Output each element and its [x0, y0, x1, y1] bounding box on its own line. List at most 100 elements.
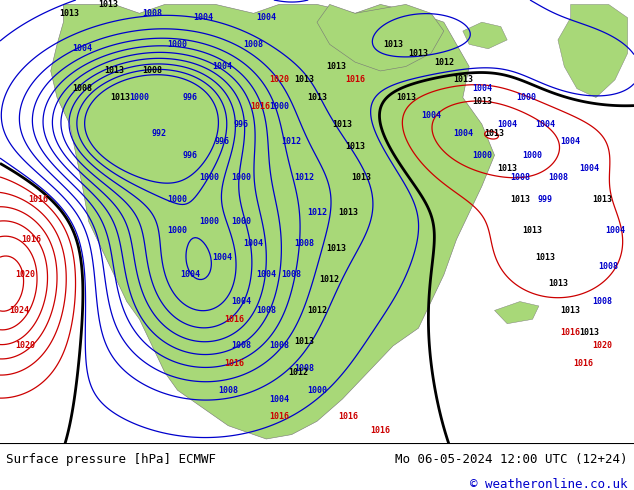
- Text: 1013: 1013: [351, 173, 372, 182]
- Text: 1013: 1013: [326, 244, 346, 253]
- Text: 1008: 1008: [510, 173, 530, 182]
- Text: 1013: 1013: [326, 62, 346, 71]
- Text: 1013: 1013: [535, 253, 555, 262]
- Text: 996: 996: [183, 151, 198, 160]
- Text: 1000: 1000: [167, 40, 188, 49]
- Text: 1004: 1004: [193, 13, 213, 22]
- Text: 1016: 1016: [28, 195, 48, 204]
- Text: 1016: 1016: [345, 75, 365, 84]
- Text: 996: 996: [183, 93, 198, 102]
- Text: 1012: 1012: [434, 58, 454, 67]
- Text: 1013: 1013: [592, 195, 612, 204]
- Text: 1020: 1020: [15, 270, 36, 279]
- Text: 1004: 1004: [256, 270, 276, 279]
- Text: 1013: 1013: [579, 328, 600, 337]
- Text: 1008: 1008: [294, 240, 314, 248]
- Text: 1004: 1004: [472, 84, 492, 93]
- Text: 1013: 1013: [383, 40, 403, 49]
- Text: 1004: 1004: [231, 297, 251, 306]
- Text: 1000: 1000: [307, 386, 327, 395]
- Text: 1020: 1020: [269, 75, 289, 84]
- Text: 1004: 1004: [421, 111, 441, 120]
- Text: 1000: 1000: [516, 93, 536, 102]
- Text: 1013: 1013: [548, 279, 568, 288]
- Text: 1000: 1000: [167, 195, 188, 204]
- Text: 1008: 1008: [142, 67, 162, 75]
- Text: 1013: 1013: [522, 226, 543, 235]
- Text: 1004: 1004: [256, 13, 276, 22]
- Text: 1008: 1008: [269, 342, 289, 350]
- Text: 996: 996: [233, 120, 249, 129]
- Text: 1008: 1008: [598, 262, 619, 270]
- Text: 1000: 1000: [199, 217, 219, 226]
- Text: 1008: 1008: [72, 84, 93, 93]
- Text: Surface pressure [hPa] ECMWF: Surface pressure [hPa] ECMWF: [6, 453, 216, 466]
- Text: 1012: 1012: [320, 275, 340, 284]
- Text: 1013: 1013: [98, 0, 118, 9]
- Text: 1013: 1013: [332, 120, 353, 129]
- Polygon shape: [495, 301, 539, 324]
- Text: 999: 999: [538, 195, 553, 204]
- Text: 1016: 1016: [560, 328, 581, 337]
- Text: 992: 992: [151, 128, 166, 138]
- Text: 1012: 1012: [281, 137, 302, 147]
- Text: 1013: 1013: [453, 75, 473, 84]
- Text: 1004: 1004: [212, 253, 232, 262]
- Text: © weatheronline.co.uk: © weatheronline.co.uk: [470, 478, 628, 490]
- Polygon shape: [558, 4, 628, 98]
- Text: 1013: 1013: [294, 75, 314, 84]
- Text: 1008: 1008: [231, 342, 251, 350]
- Polygon shape: [51, 4, 495, 439]
- Text: 1012: 1012: [307, 306, 327, 315]
- Text: 1012: 1012: [288, 368, 308, 377]
- Text: 1013: 1013: [408, 49, 429, 58]
- Text: 1013: 1013: [294, 337, 314, 346]
- Text: 1013: 1013: [510, 195, 530, 204]
- Text: 1016: 1016: [339, 413, 359, 421]
- Text: 1016: 1016: [224, 315, 245, 324]
- Text: 1016: 1016: [250, 102, 270, 111]
- Polygon shape: [317, 4, 444, 71]
- Text: 1008: 1008: [218, 386, 238, 395]
- Text: 1004: 1004: [72, 44, 93, 53]
- Text: 1013: 1013: [110, 93, 131, 102]
- Text: 1000: 1000: [129, 93, 150, 102]
- Text: 1016: 1016: [224, 359, 245, 368]
- Text: 1008: 1008: [281, 270, 302, 279]
- Text: 1013: 1013: [472, 98, 492, 106]
- Text: 1016: 1016: [370, 426, 391, 435]
- Text: 1008: 1008: [548, 173, 568, 182]
- Text: 1000: 1000: [269, 102, 289, 111]
- Text: 1013: 1013: [104, 67, 124, 75]
- Text: 996: 996: [214, 137, 230, 147]
- Text: 1008: 1008: [243, 40, 264, 49]
- Text: 1008: 1008: [592, 297, 612, 306]
- Text: 1013: 1013: [345, 142, 365, 151]
- Text: 1004: 1004: [579, 164, 600, 173]
- Text: 1013: 1013: [396, 93, 416, 102]
- Polygon shape: [463, 22, 507, 49]
- Text: 1004: 1004: [212, 62, 232, 71]
- Text: 1013: 1013: [60, 9, 80, 18]
- Text: 1024: 1024: [9, 306, 29, 315]
- Text: 1008: 1008: [142, 9, 162, 18]
- Text: 1008: 1008: [294, 364, 314, 372]
- Text: 1004: 1004: [535, 120, 555, 129]
- Text: 1000: 1000: [522, 151, 543, 160]
- Text: 1012: 1012: [307, 208, 327, 218]
- Text: 1000: 1000: [472, 151, 492, 160]
- Text: 1004: 1004: [605, 226, 625, 235]
- Text: 1000: 1000: [231, 173, 251, 182]
- Text: Mo 06-05-2024 12:00 UTC (12+24): Mo 06-05-2024 12:00 UTC (12+24): [395, 453, 628, 466]
- Text: 1004: 1004: [269, 394, 289, 404]
- Text: 1004: 1004: [453, 128, 473, 138]
- Text: 1008: 1008: [256, 306, 276, 315]
- Text: 1016: 1016: [573, 359, 593, 368]
- Text: 1013: 1013: [484, 128, 505, 138]
- Text: 1004: 1004: [560, 137, 581, 147]
- Text: 1013: 1013: [307, 93, 327, 102]
- Text: 1016: 1016: [22, 235, 42, 244]
- Text: 1013: 1013: [497, 164, 517, 173]
- Text: 1016: 1016: [269, 413, 289, 421]
- Text: 1012: 1012: [294, 173, 314, 182]
